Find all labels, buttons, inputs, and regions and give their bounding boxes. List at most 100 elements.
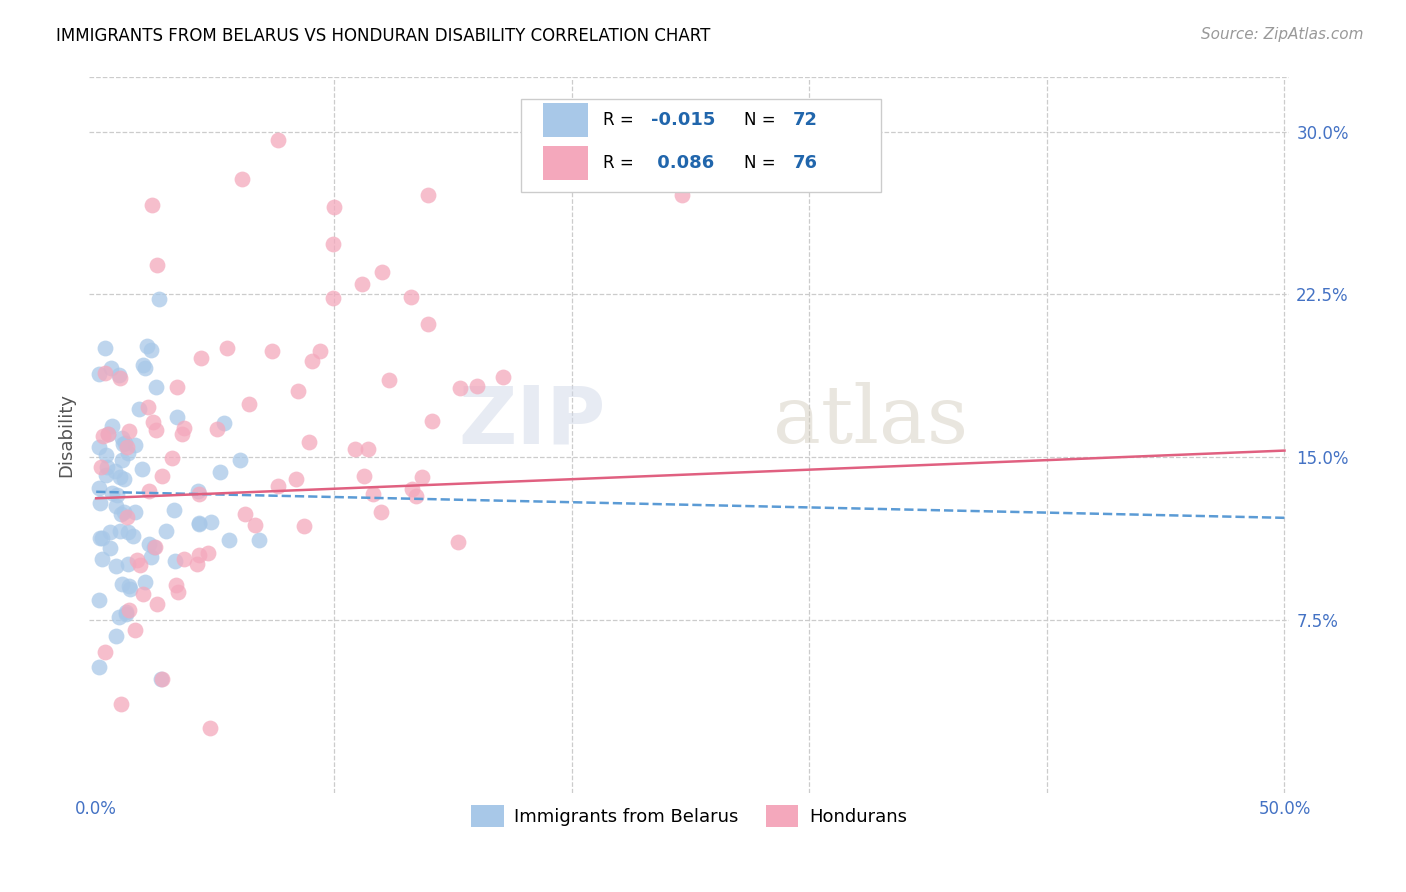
Point — [120, 582, 142, 596]
Point — [150, 468, 173, 483]
Point — [357, 442, 380, 457]
Y-axis label: Disability: Disability — [58, 393, 75, 477]
Point — [94, 645, 117, 659]
Point — [111, 431, 134, 445]
Point — [399, 290, 422, 304]
Point — [97, 426, 120, 441]
Point — [139, 549, 162, 564]
Point — [411, 470, 433, 484]
Point — [401, 482, 423, 496]
Text: R =: R = — [603, 154, 638, 172]
Point — [146, 258, 169, 272]
Point — [163, 503, 186, 517]
Point — [124, 623, 146, 637]
Point — [297, 434, 319, 449]
Point — [188, 517, 211, 532]
Point — [118, 603, 141, 617]
Point — [105, 499, 128, 513]
Text: 72: 72 — [793, 112, 817, 129]
Point — [114, 436, 136, 450]
Point — [134, 574, 156, 589]
Point — [89, 496, 111, 510]
Point — [370, 265, 392, 279]
Point — [87, 660, 110, 674]
Point — [186, 483, 208, 498]
Point — [170, 426, 193, 441]
Point — [111, 576, 134, 591]
Point — [166, 409, 188, 424]
Point — [89, 593, 111, 607]
Point — [249, 533, 271, 547]
Point — [87, 367, 110, 381]
Point — [165, 578, 187, 592]
Point — [117, 525, 139, 540]
Point — [215, 342, 238, 356]
Point — [104, 559, 127, 574]
Point — [292, 519, 315, 533]
Point — [447, 535, 470, 549]
Point — [148, 292, 170, 306]
Point — [112, 437, 135, 451]
Point — [108, 524, 131, 538]
Text: N =: N = — [744, 154, 782, 172]
Point — [138, 537, 160, 551]
Point — [145, 423, 167, 437]
Point — [233, 507, 256, 521]
Point — [110, 697, 132, 711]
Point — [96, 459, 118, 474]
Point — [108, 368, 131, 382]
FancyBboxPatch shape — [522, 99, 882, 192]
Point — [93, 367, 115, 381]
Point — [160, 451, 183, 466]
Point — [205, 422, 228, 436]
Point — [128, 401, 150, 416]
Point — [104, 464, 127, 478]
Text: ZIP: ZIP — [458, 382, 605, 460]
Point — [187, 487, 209, 501]
Point — [173, 552, 195, 566]
Text: IMMIGRANTS FROM BELARUS VS HONDURAN DISABILITY CORRELATION CHART: IMMIGRANTS FROM BELARUS VS HONDURAN DISA… — [56, 27, 710, 45]
Point — [492, 370, 515, 384]
Point — [200, 516, 222, 530]
Point — [350, 277, 373, 291]
Point — [301, 353, 323, 368]
Point — [136, 338, 159, 352]
Point — [308, 344, 330, 359]
Point — [115, 510, 138, 524]
Point — [155, 524, 177, 538]
Point — [190, 351, 212, 365]
Point — [124, 505, 146, 519]
Point — [166, 585, 188, 599]
Point — [134, 361, 156, 376]
Point — [136, 400, 159, 414]
Text: atlas: atlas — [773, 382, 969, 460]
Point — [420, 414, 443, 428]
Bar — [543, 145, 588, 180]
Point — [132, 359, 155, 373]
Point — [209, 465, 232, 479]
Point — [97, 427, 120, 442]
Point — [214, 417, 236, 431]
Point — [418, 188, 440, 202]
Point — [90, 459, 112, 474]
Point — [118, 425, 141, 439]
Point — [125, 553, 148, 567]
Point — [115, 440, 138, 454]
Point — [129, 558, 152, 572]
Point — [449, 381, 471, 395]
Point — [218, 533, 240, 548]
Point — [353, 469, 375, 483]
Point — [98, 525, 121, 540]
Point — [108, 470, 131, 484]
Point — [405, 489, 427, 503]
Point — [132, 586, 155, 600]
Point — [108, 610, 131, 624]
Point — [94, 448, 117, 462]
Point — [89, 532, 111, 546]
Point — [266, 133, 288, 147]
Point — [146, 598, 169, 612]
Point — [87, 440, 110, 454]
Legend: Immigrants from Belarus, Hondurans: Immigrants from Belarus, Hondurans — [464, 798, 914, 834]
Point — [163, 554, 186, 568]
Point — [287, 384, 309, 399]
